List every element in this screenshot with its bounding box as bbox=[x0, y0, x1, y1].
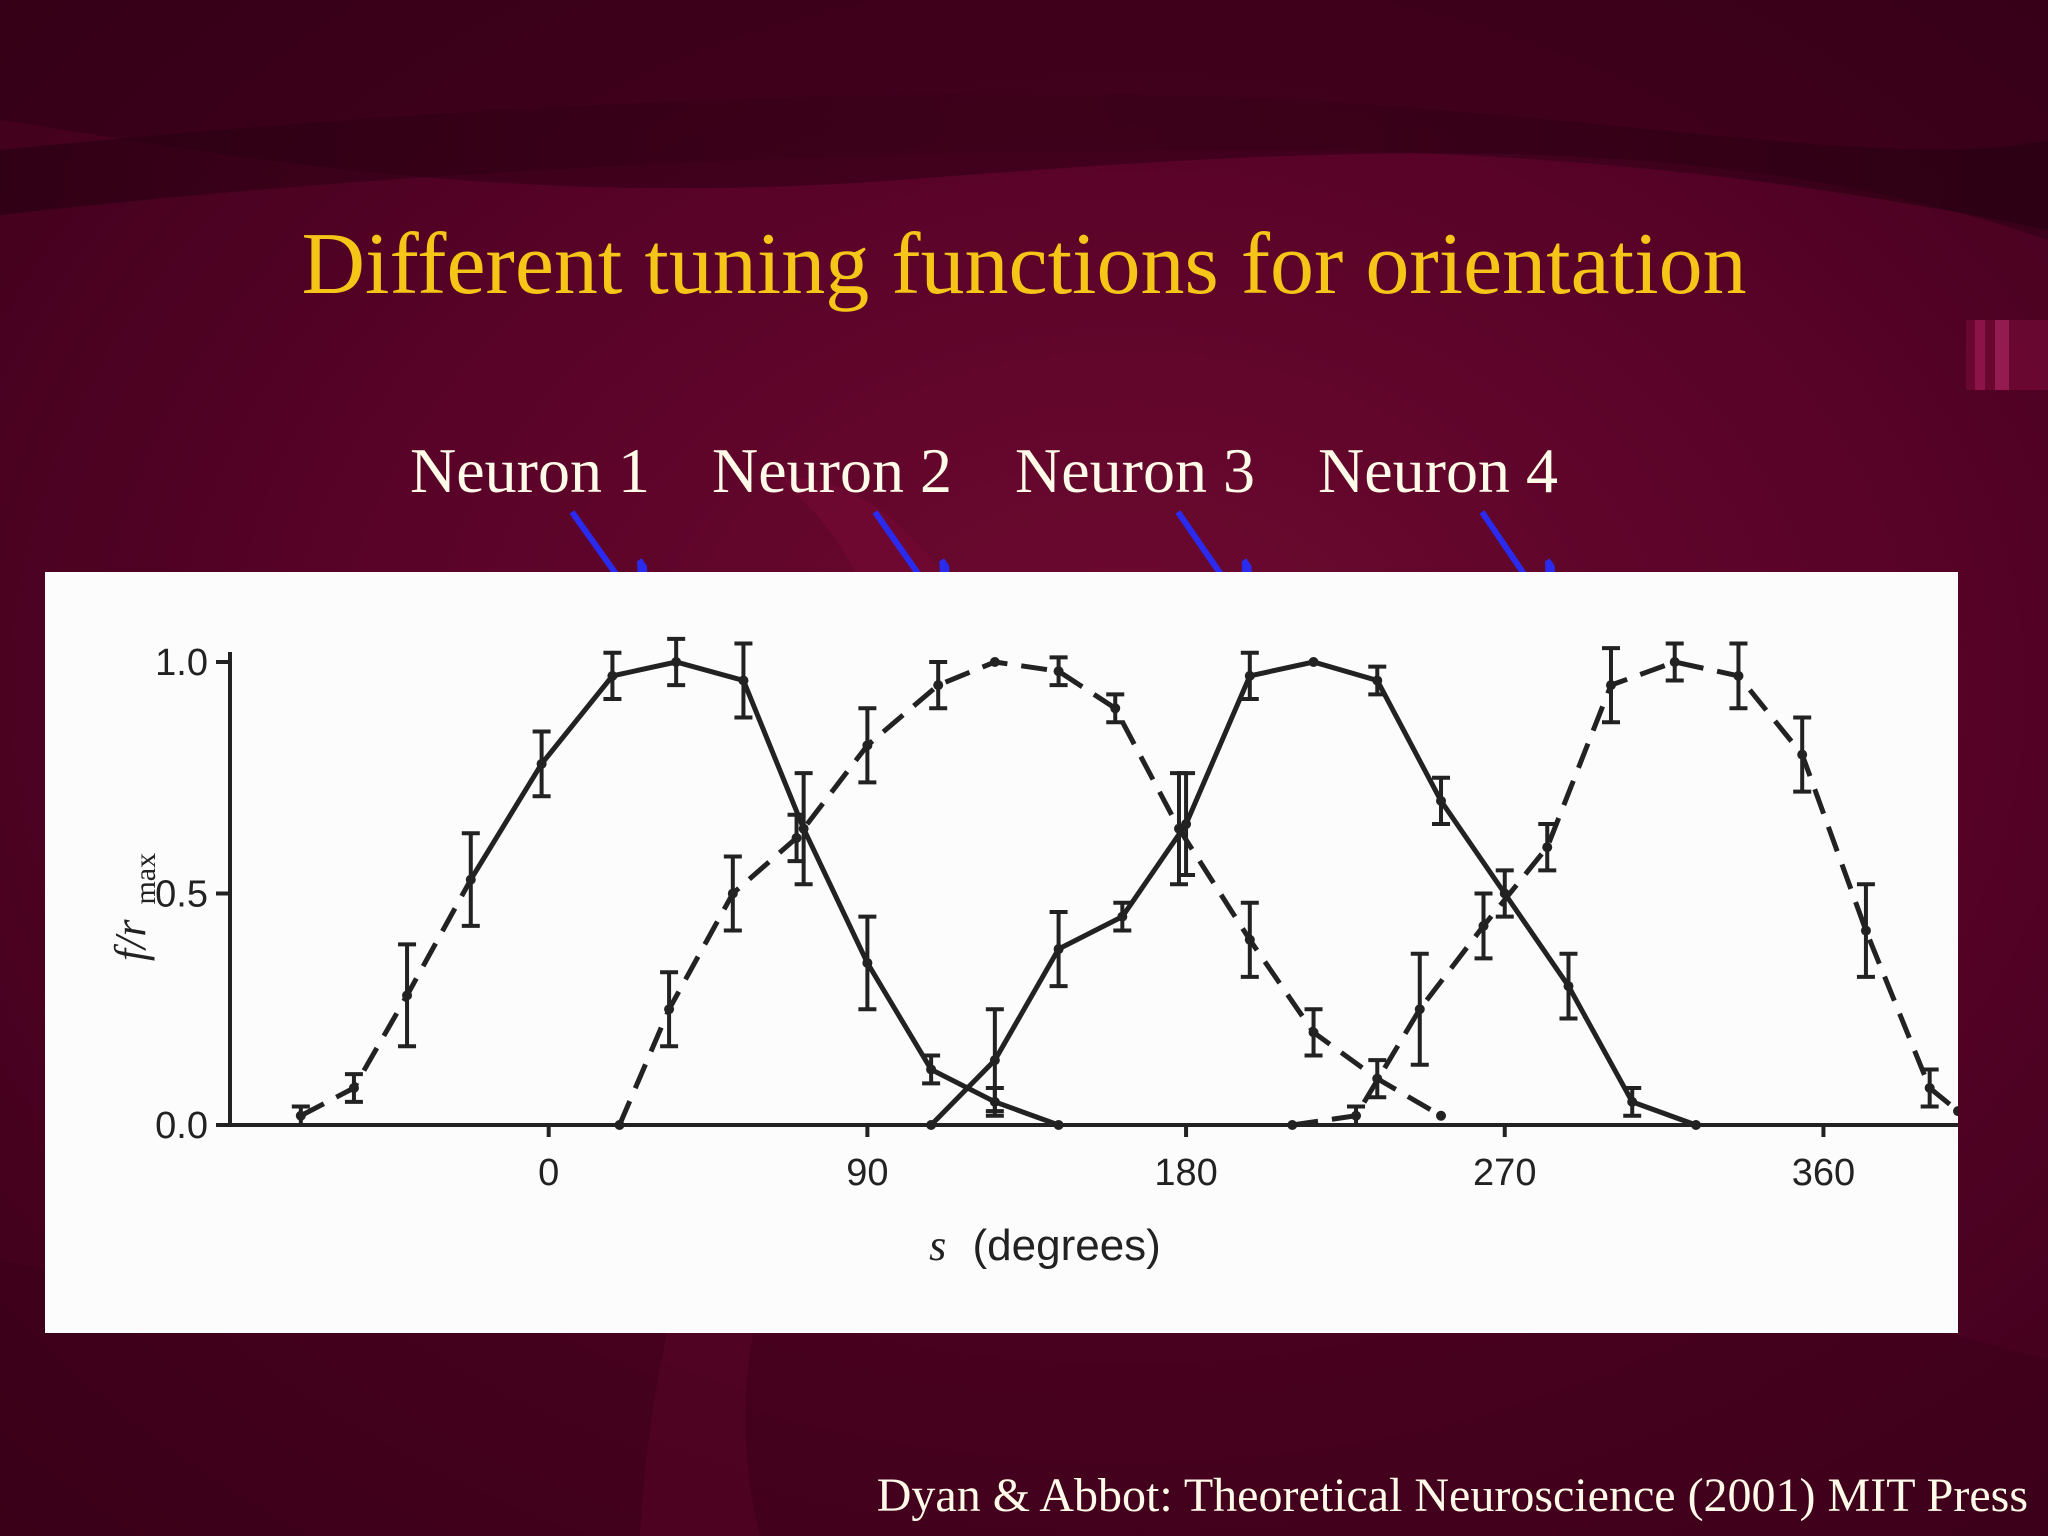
series-3 bbox=[926, 650, 1701, 1130]
data-point bbox=[1244, 934, 1255, 945]
chart-axes bbox=[216, 652, 1958, 1137]
series-line bbox=[1291, 659, 1958, 1128]
data-point bbox=[791, 832, 802, 843]
x-axis-unit: (degrees) bbox=[973, 1221, 1161, 1270]
data-point bbox=[295, 1110, 306, 1121]
neuron-label-2: Neuron 2 bbox=[712, 435, 952, 506]
data-point bbox=[862, 957, 873, 968]
data-point bbox=[1287, 1120, 1298, 1130]
data-point bbox=[664, 1004, 675, 1015]
citation: Dyan & Abbot: Theoretical Neuroscience (… bbox=[876, 1469, 2028, 1522]
data-point bbox=[1542, 842, 1553, 853]
data-point bbox=[614, 1120, 625, 1130]
data-point bbox=[1053, 1120, 1064, 1130]
neuron-label-4: Neuron 4 bbox=[1318, 435, 1558, 506]
data-point bbox=[1414, 1004, 1425, 1015]
y-axis-sub: max bbox=[129, 853, 162, 905]
data-point bbox=[1308, 657, 1319, 667]
data-point bbox=[1110, 703, 1121, 714]
tuning-curve-chart: 0.0 0.5 1.0 0 90 180 270 360 s (degrees) f/r ma… bbox=[106, 636, 1958, 1270]
data-point bbox=[738, 675, 749, 686]
y-axis-main: f/r bbox=[106, 919, 155, 961]
data-point bbox=[1953, 1106, 1958, 1117]
data-point bbox=[1372, 675, 1383, 686]
data-point bbox=[1436, 795, 1447, 806]
data-point bbox=[1117, 911, 1128, 922]
data-point bbox=[1860, 925, 1871, 936]
x-axis-var: s bbox=[929, 1221, 946, 1270]
data-point bbox=[1669, 657, 1680, 667]
y-tick-label: 0.5 bbox=[155, 874, 208, 916]
data-point bbox=[926, 1064, 937, 1075]
x-tick-label: 360 bbox=[1792, 1152, 1855, 1194]
data-point bbox=[671, 657, 682, 667]
data-point bbox=[402, 990, 413, 1001]
data-point bbox=[1797, 749, 1808, 760]
data-point bbox=[1053, 666, 1064, 677]
data-point bbox=[348, 1082, 359, 1093]
data-point bbox=[1436, 1110, 1447, 1121]
data-point bbox=[1244, 670, 1255, 681]
data-point bbox=[862, 740, 873, 751]
x-tick-label: 90 bbox=[846, 1152, 888, 1194]
x-tick-label: 270 bbox=[1473, 1152, 1536, 1194]
series-2 bbox=[614, 655, 1447, 1130]
slide-title: Different tuning functions for orientati… bbox=[301, 216, 1747, 313]
series-line bbox=[468, 659, 1060, 1128]
data-point bbox=[989, 657, 1000, 667]
data-point bbox=[1605, 680, 1616, 691]
x-tick-label: 0 bbox=[538, 1152, 559, 1194]
y-axis-label: f/r max bbox=[106, 853, 162, 961]
data-point bbox=[1690, 1120, 1701, 1130]
data-point bbox=[1924, 1082, 1935, 1093]
series-line bbox=[617, 659, 1443, 1126]
data-point bbox=[926, 1120, 937, 1130]
data-point bbox=[933, 680, 944, 691]
x-axis-label: s (degrees) bbox=[929, 1221, 1161, 1270]
series-1 bbox=[291, 636, 1064, 1130]
series-4 bbox=[1287, 641, 1958, 1130]
series-line-dashed-tail bbox=[299, 878, 473, 1118]
data-point bbox=[1351, 1110, 1362, 1121]
data-point bbox=[1733, 670, 1744, 681]
data-point bbox=[1053, 944, 1064, 955]
y-tick-label: 1.0 bbox=[155, 642, 208, 684]
data-point bbox=[1627, 1096, 1638, 1107]
neuron-label-3: Neuron 3 bbox=[1015, 435, 1255, 506]
data-point bbox=[1181, 819, 1192, 830]
data-point bbox=[607, 670, 618, 681]
data-point bbox=[989, 1055, 1000, 1066]
data-point bbox=[798, 823, 809, 834]
y-tick-label: 0.0 bbox=[155, 1105, 208, 1147]
data-point bbox=[465, 874, 476, 885]
data-point bbox=[536, 758, 547, 769]
neuron-arrows bbox=[569, 510, 2048, 640]
chart-series bbox=[291, 636, 1958, 1130]
x-tick-label: 180 bbox=[1154, 1152, 1217, 1194]
data-point bbox=[727, 888, 738, 899]
data-point bbox=[1308, 1027, 1319, 1038]
data-point bbox=[1563, 981, 1574, 992]
neuron-label-1: Neuron 1 bbox=[410, 435, 650, 506]
chart-panel: 0.0 0.5 1.0 0 90 180 270 360 s (degrees) f/r ma… bbox=[45, 572, 1958, 1333]
chart-tick-labels: 0.0 0.5 1.0 0 90 180 270 360 bbox=[155, 642, 1855, 1194]
data-point bbox=[1478, 920, 1489, 931]
